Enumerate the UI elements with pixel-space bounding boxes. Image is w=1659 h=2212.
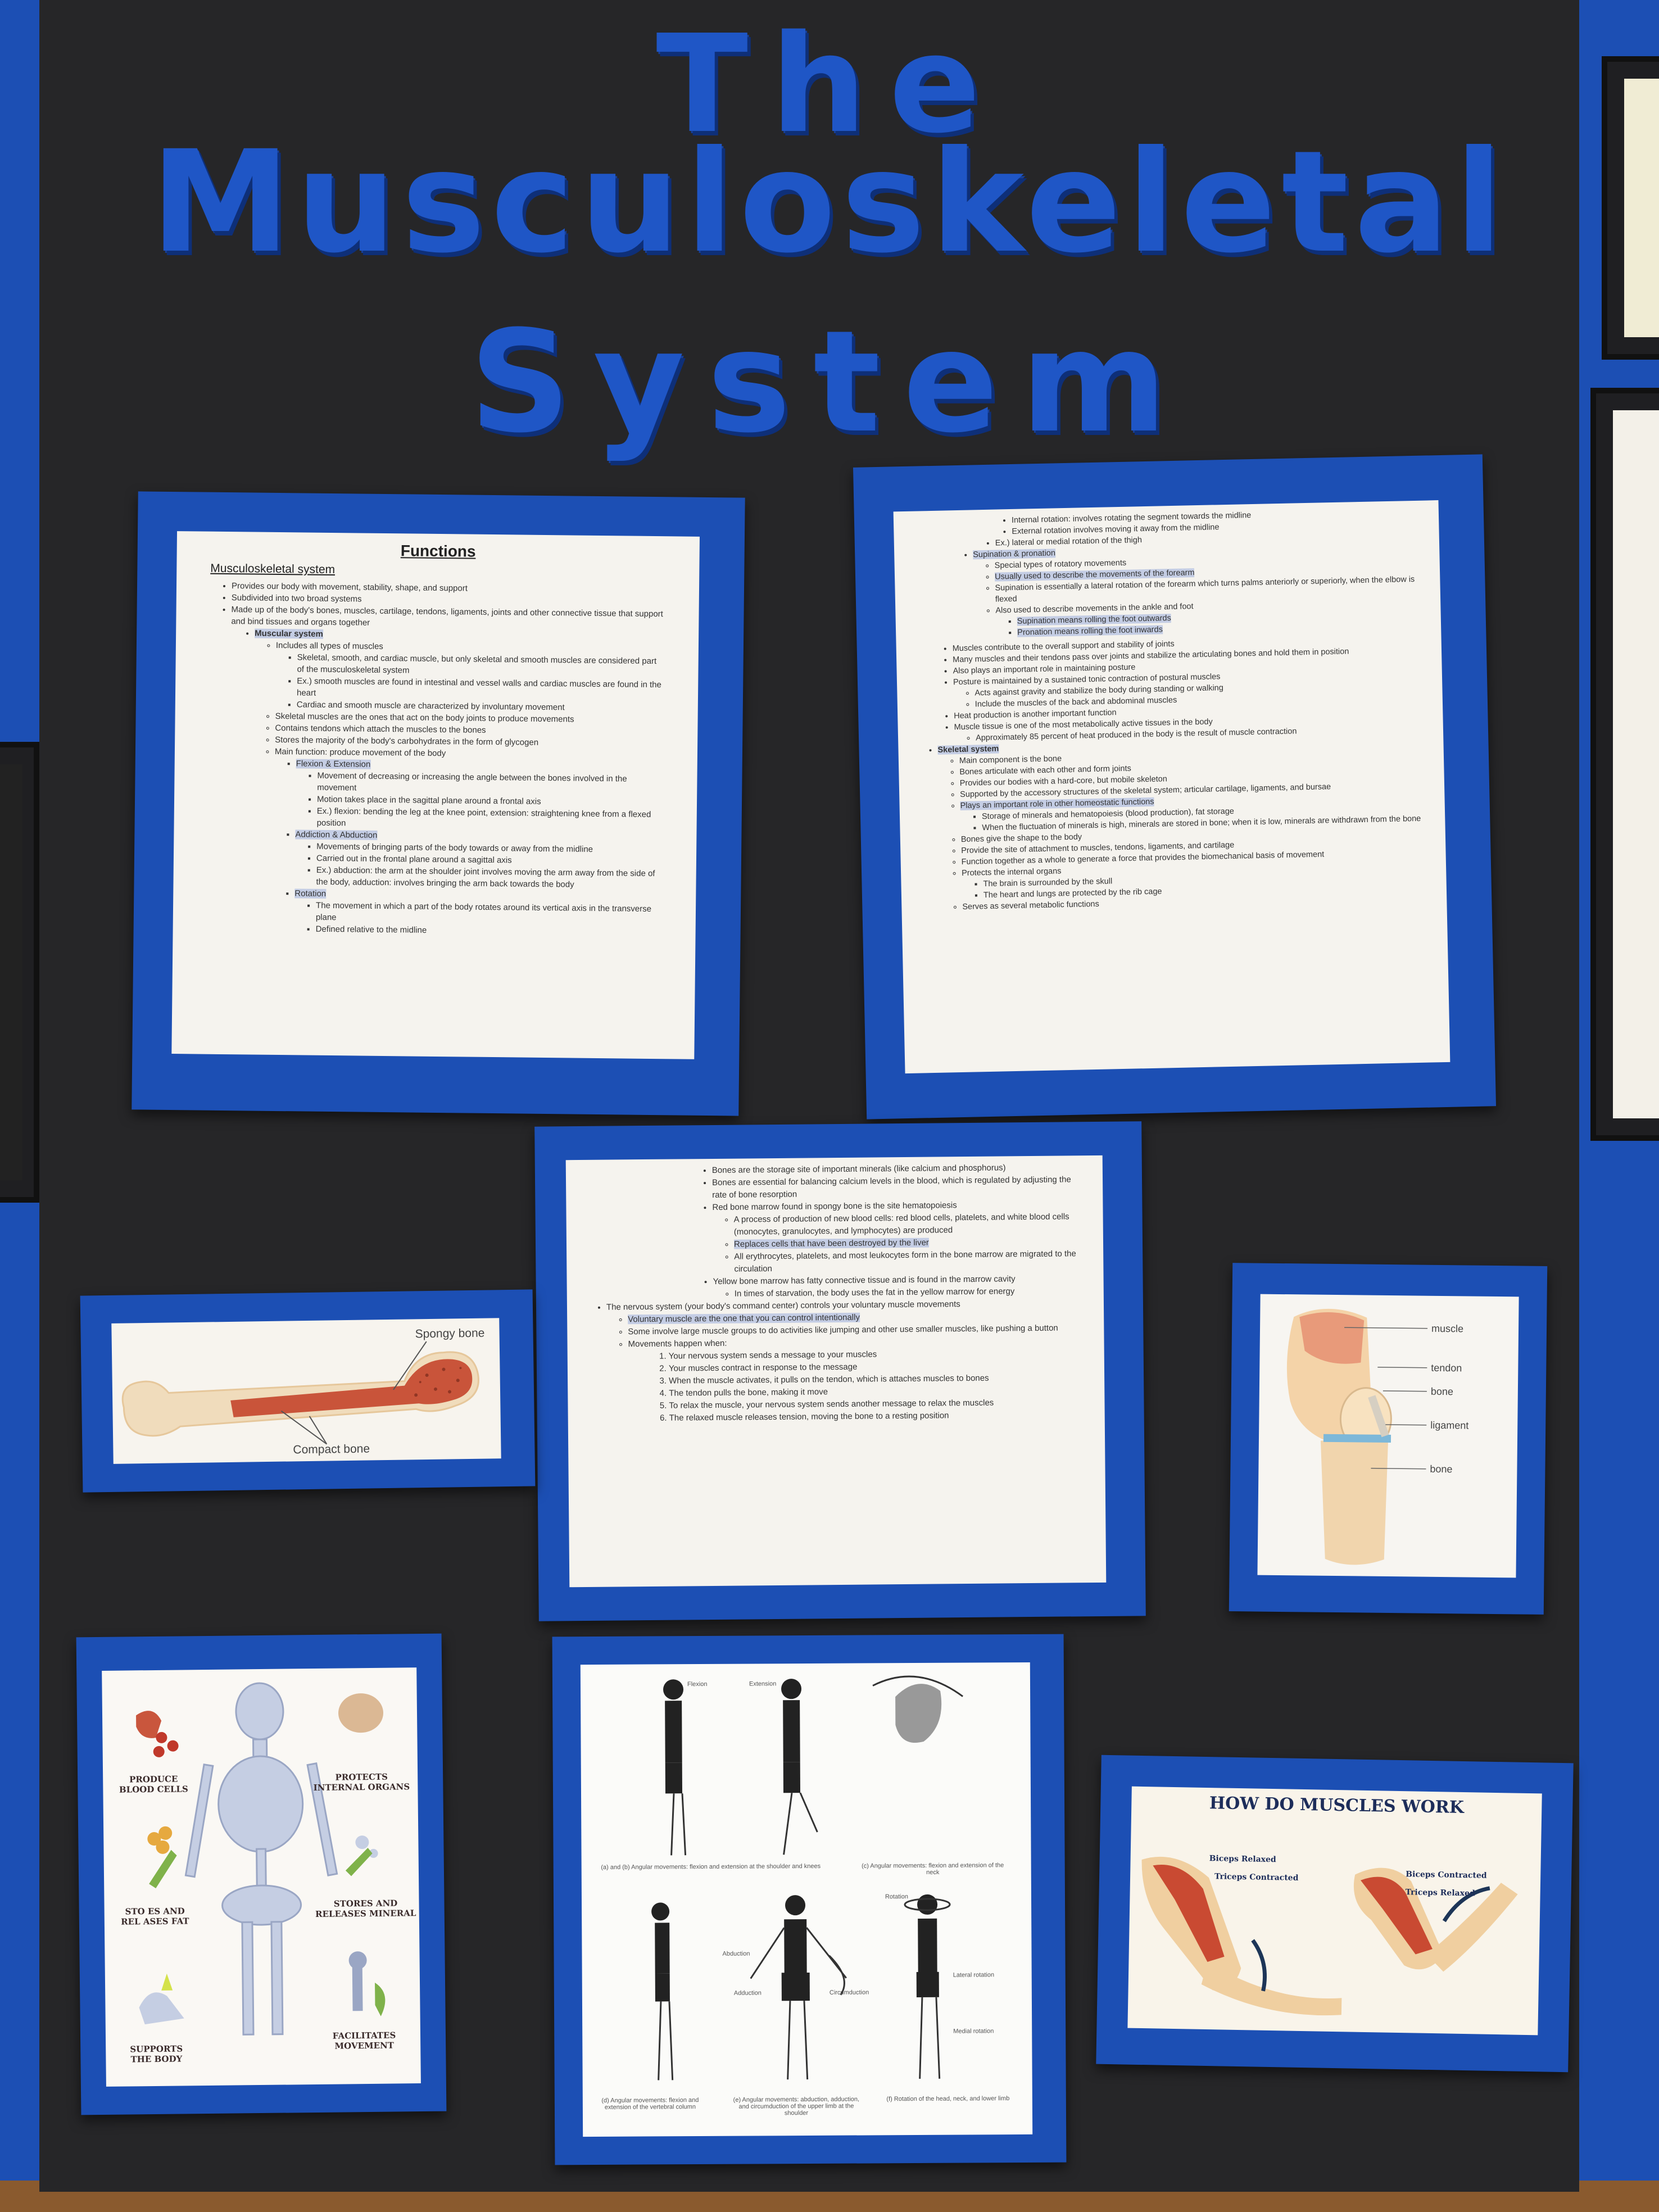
arm-muscles-illustration [1141,1856,1518,2016]
label-extension: Extension [749,1680,777,1688]
side-card-middle [1590,388,1659,1141]
biceps-relaxed-label: Biceps Relaxed [1209,1854,1276,1865]
movements-sheet: Flexion Extension Abduction Adduction Ci… [580,1662,1033,2137]
bullet: Ex.) flexion: bending the leg at the kne… [317,805,663,832]
stores-minerals-label: STORES AND RELEASES MINERAL [315,1898,416,1919]
bone-diagram-frame: Spongy bone Compact bone [80,1289,536,1493]
title-system: System [469,300,1190,464]
continuation-page: Internal rotation: involves rotating the… [893,500,1451,1074]
spongy-bone-label: Spongy bone [415,1326,485,1341]
label-adduction: Adduction [733,1989,761,1997]
stores-fat-label: STO ES AND REL ASES FAT [121,1906,189,1927]
caption-a-b: (a) and (b) Angular movements: flexion a… [601,1862,821,1871]
supports-body-label: SUPPORTS THE BODY [130,2043,183,2065]
muscles-poster: HOW DO MUSCLES WORK Biceps Relaxed Trice… [1127,1786,1542,2036]
movement-figures [651,1675,964,2080]
knee-diagram: muscle tendon bone ligament bone [1257,1294,1519,1578]
bullet: Voluntary muscle are the one that you ca… [628,1312,860,1325]
triceps-contracted-label: Triceps Contracted [1214,1872,1299,1883]
bullet: Bones are essential for balancing calciu… [712,1173,1086,1202]
label-circumduction: Circumduction [829,1989,869,1996]
bullet: Movement of decreasing or increasing the… [317,770,663,797]
title-musculoskeletal: Musculoskeletal [150,120,1509,284]
functions-heading: Functions [400,542,476,560]
movements-frame: Flexion Extension Abduction Adduction Ci… [552,1634,1067,2165]
knee-diagram-frame: muscle tendon bone ligament bone [1229,1263,1548,1615]
bullet: All erythrocytes, platelets, and most le… [734,1248,1086,1275]
functions-page: Functions Musculoskeletal system Provide… [171,531,700,1059]
caption-e: (e) Angular movements: abduction, adduct… [733,2096,860,2117]
skeleton-poster-frame: PRODUCE BLOOD CELLS PROTECTS INTERNAL OR… [76,1633,447,2115]
caption-f: (f) Rotation of the head, neck, and lowe… [886,2095,1010,2103]
compact-bone-label: Compact bone [293,1442,370,1457]
supination-heading: Supination & pronation [973,549,1056,560]
bullet: Ex.) abduction: the arm at the shoulder … [316,864,662,891]
caption-d: (d) Angular movements: flexion and exten… [601,2097,699,2111]
skeletal-system-heading: Skeletal system [937,744,999,755]
flexion-heading: Flexion & Extension [296,759,371,769]
protects-organs-label: PROTECTS INTERNAL ORGANS [313,1771,410,1793]
long-bone-illustration [121,1341,479,1445]
bullet: Pronation means rolling the foot inwards [1017,625,1163,637]
bones-nervous-frame: Bones are the storage site of important … [534,1121,1146,1621]
label-rotation: Rotation [885,1893,908,1901]
muscles-poster-frame: HOW DO MUSCLES WORK Biceps Relaxed Trice… [1096,1755,1574,2073]
label-medial-rotation: Medial rotation [953,2028,994,2035]
skeleton-illustration [136,1682,386,2036]
bullet: Skeletal, smooth, and cardiac muscle, bu… [297,651,664,679]
rotation-heading: Rotation [294,889,327,899]
caption-c: (c) Angular movements: flexion and exten… [862,1862,1004,1876]
bone-diagram: Spongy bone Compact bone [111,1318,501,1464]
bullet: A process of production of new blood cel… [734,1211,1086,1238]
functions-frame: Functions Musculoskeletal system Provide… [132,491,745,1116]
knee-joint-illustration [1286,1308,1392,1565]
biceps-contracted-label: Biceps Contracted [1406,1870,1487,1880]
knee-label-lines [1344,1327,1428,1470]
bullet: Replaces cells that have been destroyed … [733,1238,929,1249]
bullet: Ex.) smooth muscles are found in intesti… [297,675,664,702]
side-card-top [1602,56,1659,360]
facilitates-movement-label: FACILITATES MOVEMENT [332,2030,396,2051]
label-flexion: Flexion [687,1680,708,1688]
bullet: The movement in which a part of the body… [316,900,662,927]
section-heading: Musculoskeletal system [210,561,336,577]
produce-blood-cells-label: PRODUCE BLOOD CELLS [119,1774,188,1795]
adduction-heading: Addiction & Abduction [295,830,378,840]
continuation-frame: Internal rotation: involves rotating the… [853,454,1497,1119]
label-abduction: Abduction [722,1950,750,1957]
label-lateral-rotation: Lateral rotation [953,1971,995,1979]
skeleton-poster: PRODUCE BLOOD CELLS PROTECTS INTERNAL OR… [102,1667,421,2087]
triceps-relaxed-label: Triceps Relaxed [1405,1888,1475,1898]
muscular-system-heading: Muscular system [255,628,323,639]
side-card-left [0,742,39,1203]
bones-nervous-page: Bones are the storage site of important … [565,1155,1107,1588]
title-the: The [656,6,1003,163]
